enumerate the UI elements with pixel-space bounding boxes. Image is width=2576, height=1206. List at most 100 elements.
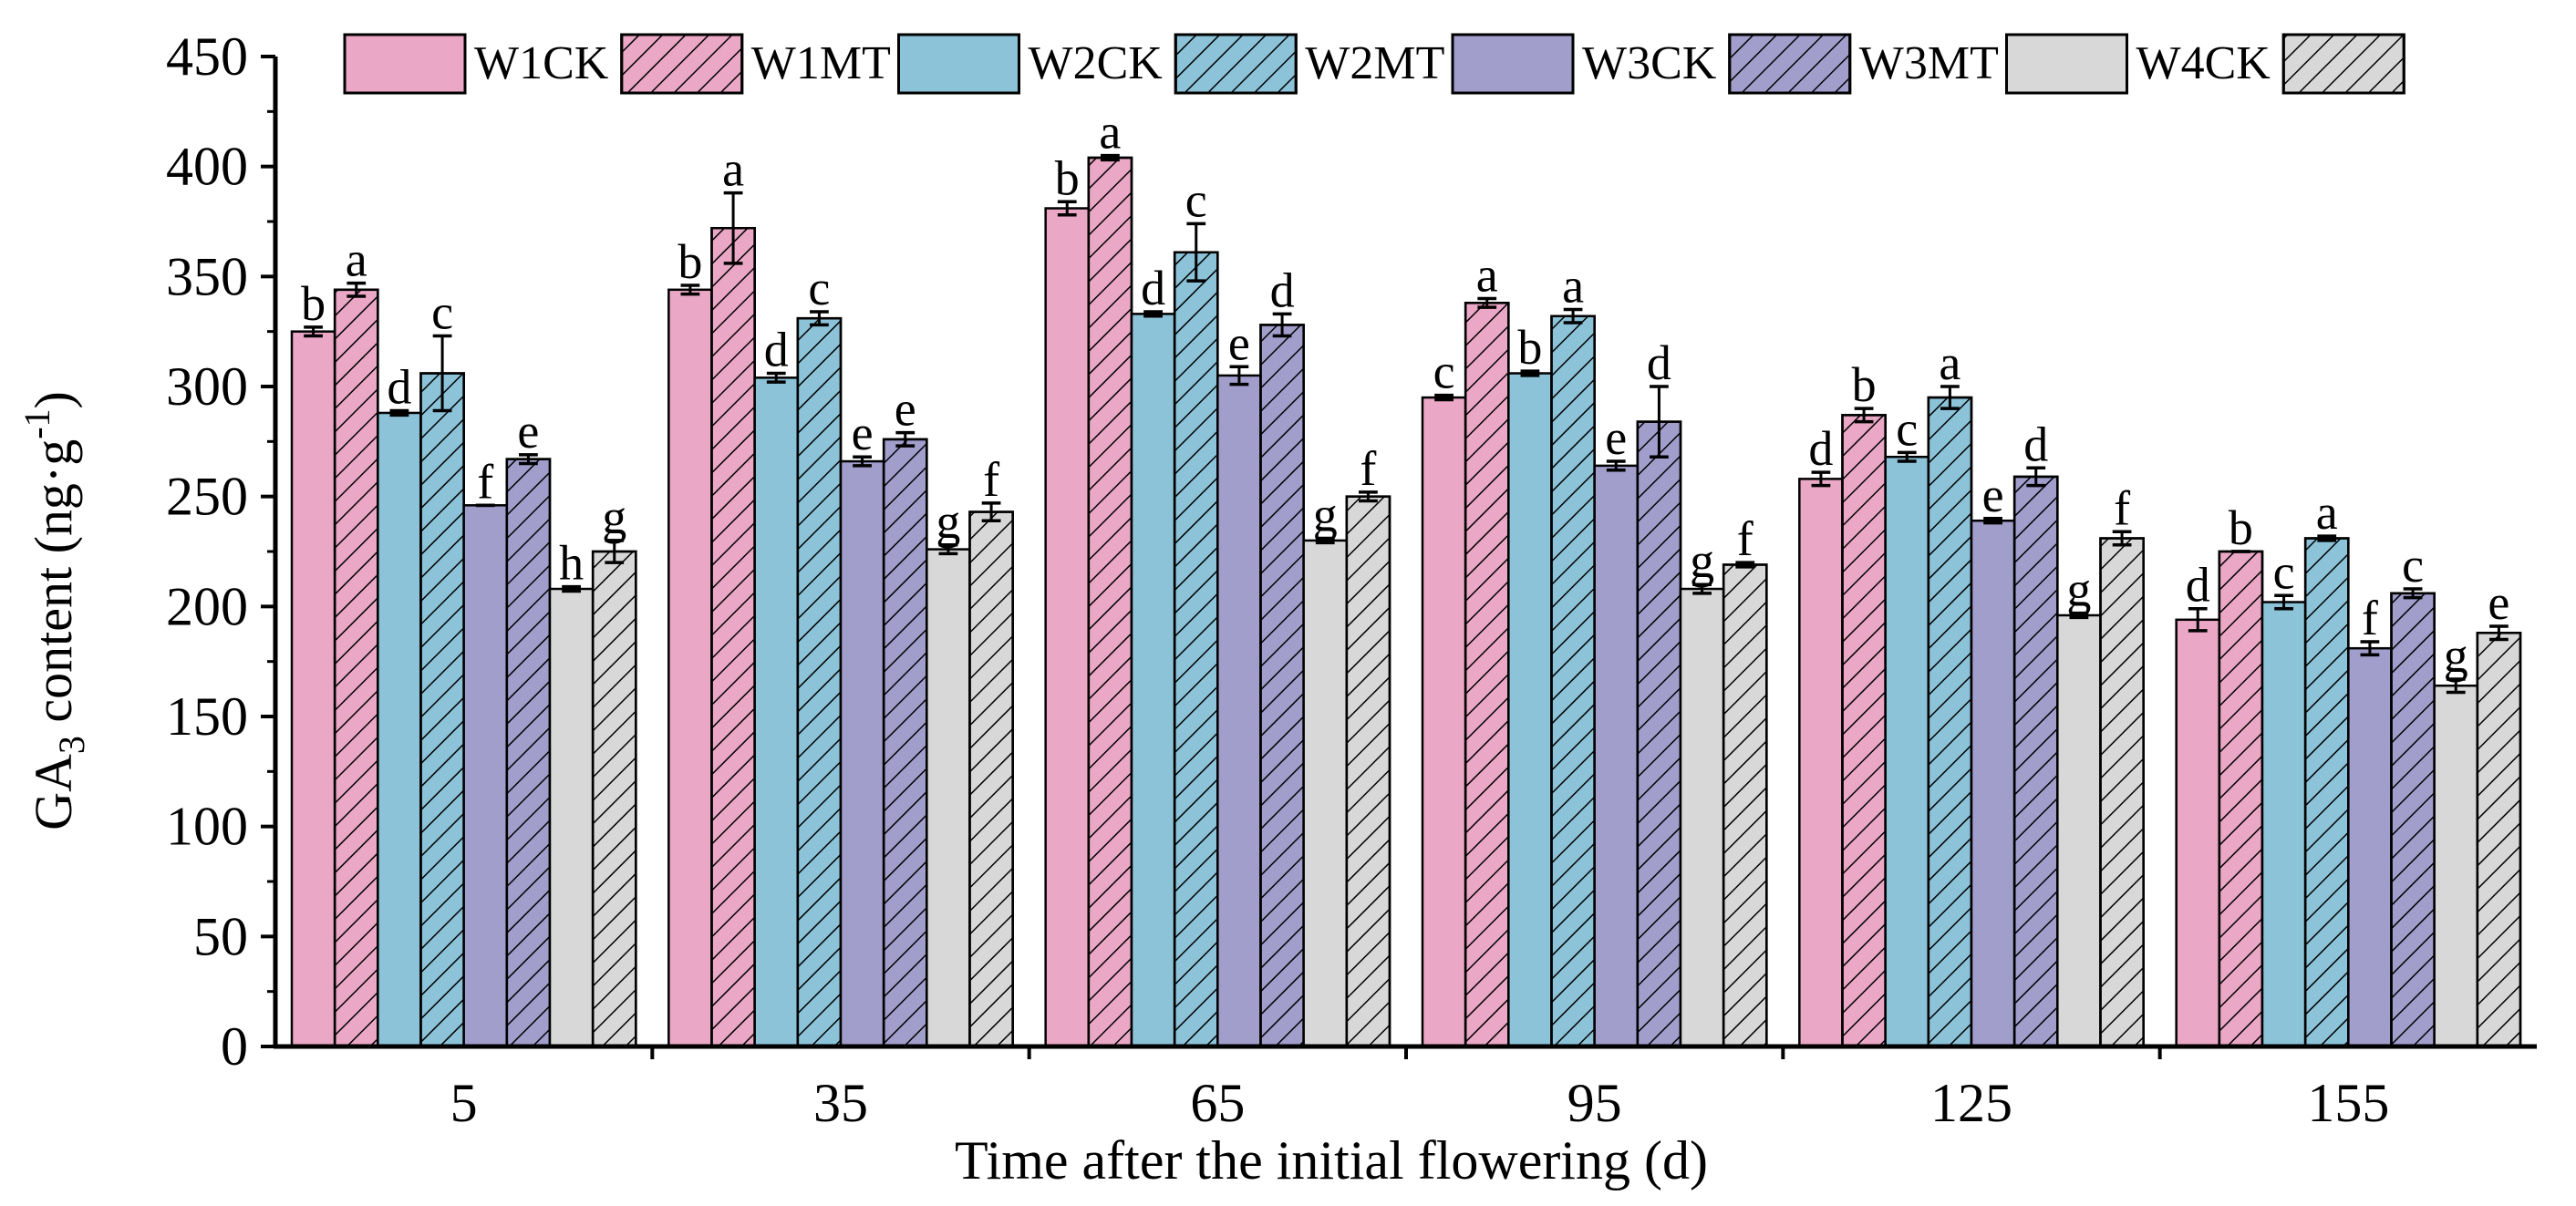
significance-letter: c — [808, 261, 830, 315]
significance-letter: e — [2488, 575, 2509, 630]
y-tick-label: 0 — [221, 1016, 248, 1077]
bar-hatch — [2012, 475, 2059, 1048]
significance-letter: b — [301, 276, 326, 331]
bar — [1130, 313, 1176, 1048]
legend-swatch-hatch — [1174, 33, 1298, 95]
legend: W1CK W1MT W2CK W2MT W3CK W3MT W4CK — [343, 33, 2405, 95]
bar — [1507, 372, 1553, 1048]
bar — [926, 548, 971, 1048]
legend-label: W2MT — [1305, 37, 1444, 89]
bar — [1302, 539, 1349, 1048]
significance-letter: d — [1808, 421, 1833, 476]
bar — [1421, 396, 1467, 1048]
bar-hatch — [1636, 420, 1682, 1048]
y-tick-label: 450 — [166, 26, 248, 87]
significance-letter: e — [517, 404, 539, 459]
significance-letter: h — [559, 536, 584, 591]
significance-letter: c — [431, 284, 453, 339]
significance-letter: c — [2402, 538, 2424, 593]
bar-hatch — [1722, 563, 1768, 1048]
y-tick-label: 100 — [166, 797, 248, 857]
bar — [2347, 646, 2393, 1048]
significance-letter: g — [2066, 562, 2091, 617]
bars-layer — [290, 156, 2522, 1048]
bar-hatch — [505, 458, 552, 1048]
significance-letter: b — [1055, 150, 1080, 205]
bar — [290, 330, 336, 1048]
x-axis: 5 35 65 95 125 155 — [450, 1046, 2389, 1133]
y-tick-label: 50 — [193, 906, 248, 966]
legend-label: W2CK — [1029, 37, 1164, 89]
significance-letter: e — [1982, 468, 2004, 522]
bar-hatch — [710, 226, 756, 1048]
legend-swatch-hatch — [2281, 33, 2405, 95]
x-tick-label: 155 — [2307, 1073, 2389, 1133]
y-tick-label: 300 — [166, 356, 248, 417]
significance-letter: c — [1896, 401, 1918, 456]
significance-letter: a — [2316, 485, 2338, 540]
bar-hatch — [419, 372, 465, 1048]
legend-swatch-hatch — [1728, 33, 1852, 95]
bar-hatch — [968, 510, 1014, 1048]
legend-swatch-hatch — [620, 33, 744, 95]
bar — [462, 504, 509, 1048]
x-tick-label: 5 — [450, 1073, 478, 1133]
legend-swatch — [2005, 33, 2128, 95]
significance-letter: g — [602, 490, 626, 544]
bar-hatch — [333, 288, 379, 1048]
significance-letter: b — [678, 234, 702, 289]
significance-letter: d — [1270, 263, 1295, 317]
error-bars-layer — [304, 153, 2509, 695]
bar — [1798, 478, 1844, 1048]
x-tick-label: 65 — [1190, 1073, 1245, 1133]
bar — [1044, 207, 1091, 1048]
significance-letter: b — [1517, 320, 1542, 375]
bar-hatch — [2218, 550, 2264, 1048]
bar-hatch — [1841, 414, 1887, 1048]
significance-letter: d — [764, 323, 789, 377]
bar — [839, 459, 885, 1048]
significance-letter: a — [1476, 247, 1498, 302]
bar-hatch — [1173, 251, 1219, 1048]
bar-hatch — [1464, 302, 1510, 1048]
bar — [377, 411, 422, 1048]
significance-letter: e — [895, 382, 916, 437]
significance-letter: a — [1099, 105, 1121, 160]
legend-label: W1MT — [751, 37, 891, 89]
bar-hatch — [796, 316, 843, 1048]
significance-letter: e — [1605, 410, 1627, 465]
y-tick-label: 350 — [166, 246, 248, 306]
bar — [1884, 455, 1930, 1048]
legend-label: W3CK — [1582, 37, 1717, 89]
y-tick-label: 200 — [166, 576, 248, 636]
significance-letter: f — [2114, 480, 2130, 535]
bar-hatch — [2390, 592, 2436, 1048]
bar — [2056, 613, 2102, 1048]
bar-hatch — [2099, 537, 2145, 1048]
significance-letter: a — [1562, 259, 1584, 314]
bar-hatch — [1087, 156, 1133, 1048]
y-tick-label: 400 — [166, 137, 248, 197]
y-tick-label: 150 — [166, 686, 248, 747]
x-axis-label: Time after the initial flowering (d) — [955, 1130, 1708, 1191]
legend-swatch — [897, 33, 1020, 95]
significance-letter: f — [983, 452, 999, 507]
legend-label: W3MT — [1859, 37, 1999, 89]
significance-letter: g — [1313, 488, 1338, 542]
bar — [548, 587, 595, 1048]
significance-letter: c — [1433, 345, 1455, 399]
significance-letter: c — [2273, 544, 2295, 599]
significance-letter: e — [852, 406, 874, 460]
x-tick-label: 125 — [1930, 1073, 2012, 1133]
significance-letter: g — [1690, 533, 1714, 588]
significance-letter: d — [2023, 417, 2048, 471]
significance-letter: a — [1939, 335, 1960, 390]
bar — [2260, 601, 2307, 1048]
significance-letter: f — [2362, 591, 2378, 645]
legend-swatch — [1451, 33, 1575, 95]
x-tick-label: 95 — [1567, 1073, 1622, 1133]
bar-hatch — [2476, 632, 2522, 1048]
bar — [1593, 464, 1640, 1048]
